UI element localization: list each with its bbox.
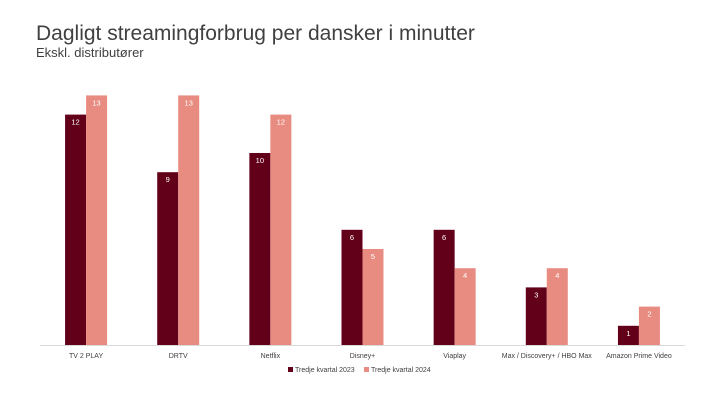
data-label: 1 bbox=[626, 329, 630, 338]
data-label: 13 bbox=[185, 98, 193, 107]
bar bbox=[525, 287, 547, 345]
data-label: 12 bbox=[71, 118, 79, 127]
bar bbox=[454, 268, 476, 345]
category-label: Netflix bbox=[261, 353, 281, 360]
data-label: 10 bbox=[256, 156, 264, 165]
data-label: 12 bbox=[277, 118, 285, 127]
category-label: TV 2 PLAY bbox=[69, 353, 103, 360]
category-label: Max / Discovery+ / HBO Max bbox=[502, 353, 593, 360]
data-label: 4 bbox=[463, 271, 467, 280]
legend-label: Tredje kvartal 2024 bbox=[371, 367, 431, 374]
data-label: 5 bbox=[371, 252, 375, 261]
bar bbox=[65, 114, 87, 345]
legend-swatch bbox=[288, 367, 293, 372]
legend-label: Tredje kvartal 2023 bbox=[295, 367, 355, 374]
data-label: 9 bbox=[166, 175, 170, 184]
data-label: 13 bbox=[92, 98, 100, 107]
data-label: 6 bbox=[350, 233, 354, 242]
bar bbox=[617, 325, 639, 345]
data-label: 3 bbox=[534, 290, 538, 299]
bar bbox=[178, 95, 200, 346]
bar bbox=[433, 229, 455, 345]
bar bbox=[546, 268, 568, 345]
data-label: 6 bbox=[442, 233, 446, 242]
bar bbox=[249, 153, 271, 345]
bar bbox=[341, 229, 363, 345]
chart-subtitle: Ekskl. distributører bbox=[36, 45, 144, 60]
chart-title: Dagligt streamingforbrug per dansker i m… bbox=[36, 22, 475, 45]
legend-swatch bbox=[364, 367, 369, 372]
bar bbox=[638, 306, 660, 345]
data-label: 2 bbox=[647, 310, 651, 319]
category-label: DRTV bbox=[169, 353, 188, 360]
bar bbox=[157, 172, 179, 345]
category-label: Disney+ bbox=[350, 353, 375, 360]
bar bbox=[86, 95, 108, 346]
category-label: Amazon Prime Video bbox=[606, 353, 672, 360]
bar bbox=[270, 114, 292, 345]
data-label: 4 bbox=[555, 271, 559, 280]
bar bbox=[362, 249, 384, 345]
category-label: Viaplay bbox=[443, 353, 466, 360]
